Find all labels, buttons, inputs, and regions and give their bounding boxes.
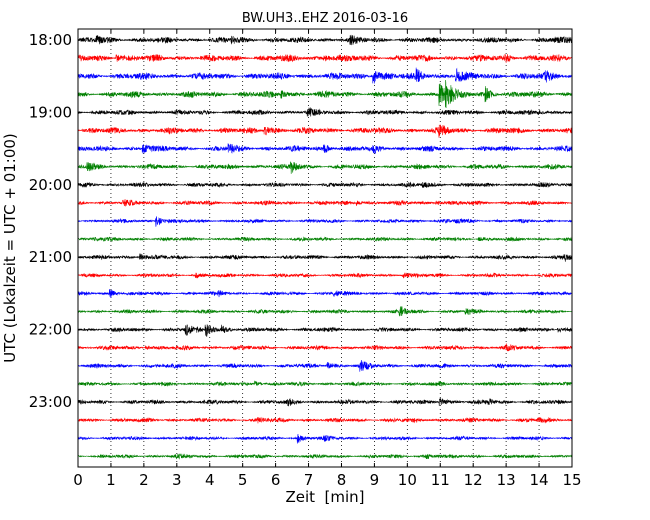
trace-1915 [77, 124, 573, 138]
x-tick-label: 9 [370, 471, 380, 489]
trace-1830 [77, 67, 573, 84]
y-tick-label: 22:00 [29, 321, 72, 339]
x-tick-label: 10 [398, 471, 417, 489]
trace-1845 [77, 79, 572, 109]
trace-2130 [77, 289, 573, 299]
x-tick-label: 0 [73, 471, 83, 489]
trace-2015 [77, 199, 572, 207]
x-tick-label: 14 [530, 471, 549, 489]
x-tick-label: 8 [337, 471, 347, 489]
trace-2100 [77, 253, 573, 262]
trace-2145 [77, 306, 573, 317]
y-tick-label: 20:00 [29, 176, 72, 194]
x-axis-label: Zeit [min] [285, 488, 365, 506]
trace-2000 [77, 181, 573, 189]
y-tick-label: 18:00 [29, 31, 72, 49]
x-tick-label: 13 [497, 471, 516, 489]
x-tick-label: 12 [464, 471, 483, 489]
plot-frame [77, 28, 573, 468]
trace-2245 [77, 380, 573, 387]
x-tick-label: 3 [172, 471, 182, 489]
y-tick-label: 19:00 [29, 103, 72, 121]
trace-2215 [77, 343, 573, 352]
x-axis-ticks: 0 1 2 3 4 5 6 7 8 9 10 11 12 13 14 15 [73, 29, 582, 489]
chart-title: BW.UH3..EHZ 2016-03-16 [241, 11, 409, 26]
trace-2115 [77, 272, 573, 279]
x-tick-label: 11 [431, 471, 450, 489]
trace-1900 [77, 107, 573, 117]
trace-2200 [77, 324, 573, 337]
x-tick-label: 7 [304, 471, 314, 489]
y-tick-label: 21:00 [29, 248, 72, 266]
y-axis-label: UTC (Lokalzeit = UTC + 01:00) [1, 133, 19, 363]
trace-2300 [77, 398, 573, 407]
trace-1930 [77, 143, 573, 154]
trace-2230 [77, 360, 573, 372]
trace-2030 [77, 216, 573, 227]
x-tick-label: 1 [106, 471, 116, 489]
y-axis-ticks: 18:00 19:00 20:00 21:00 22:00 23:00 [29, 31, 572, 411]
x-tick-label: 6 [271, 471, 281, 489]
trace-1800 [77, 34, 573, 46]
x-tick-label: 2 [139, 471, 149, 489]
trace-2345 [77, 453, 573, 460]
y-tick-label: 23:00 [29, 393, 72, 411]
trace-2045 [77, 236, 573, 243]
trace-2315 [77, 416, 573, 424]
x-tick-label: 5 [238, 471, 248, 489]
x-tick-label: 15 [562, 471, 581, 489]
seismic-traces [77, 34, 573, 460]
trace-1945 [77, 161, 573, 174]
trace-2330 [77, 433, 573, 444]
trace-1815 [77, 53, 572, 63]
x-tick-label: 4 [205, 471, 215, 489]
